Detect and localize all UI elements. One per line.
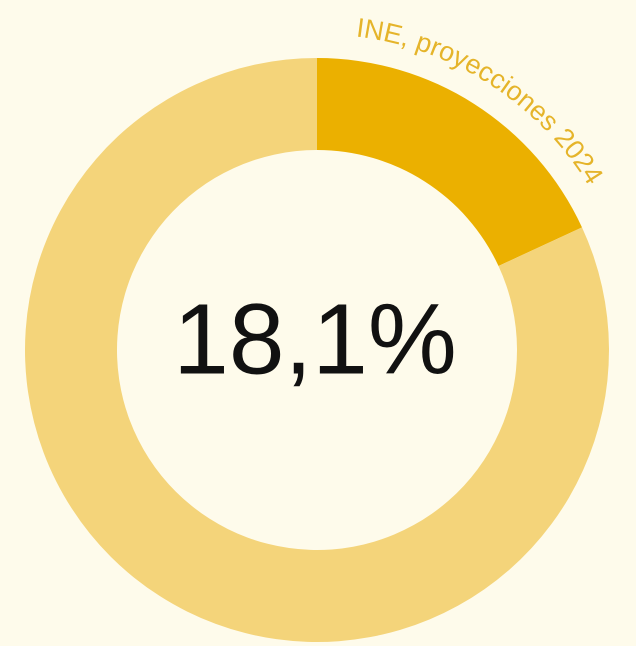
donut-segment: [317, 58, 582, 266]
center-value-label: 18,1%: [173, 283, 457, 395]
donut-segment: [24, 58, 609, 642]
donut: [24, 58, 609, 642]
